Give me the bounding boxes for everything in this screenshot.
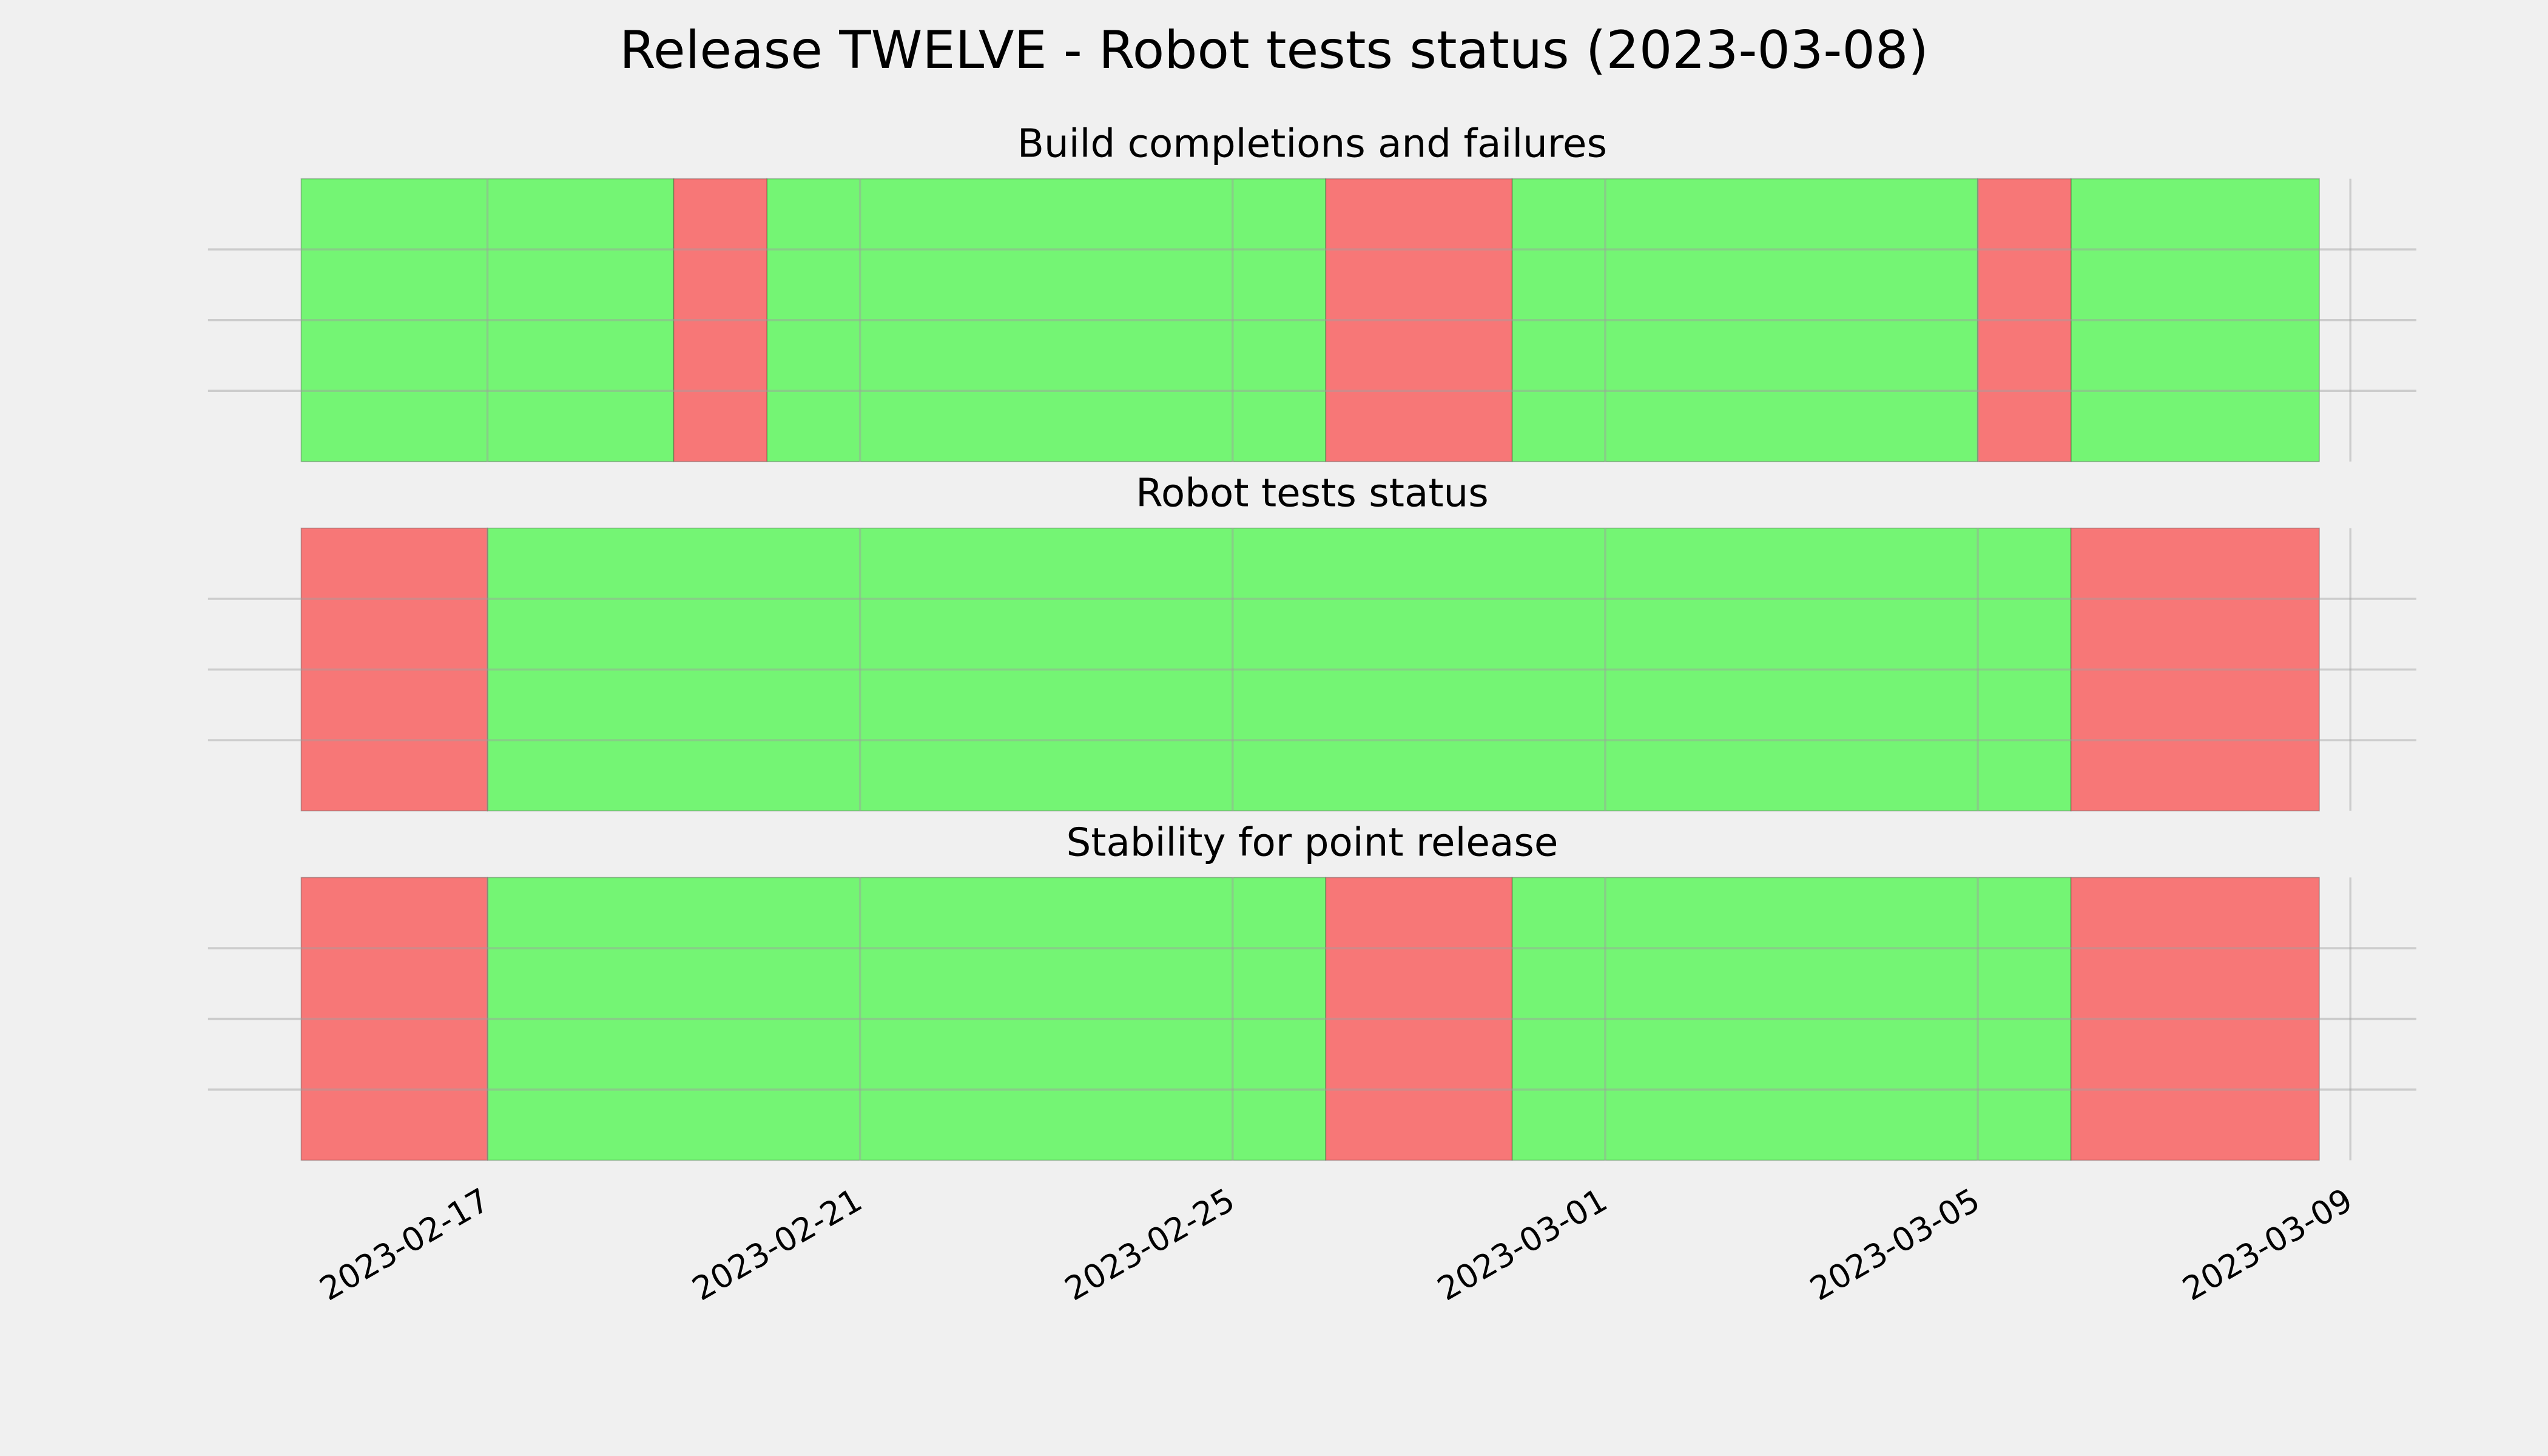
status-span — [1977, 178, 2072, 462]
chart-title: Release TWELVE - Robot tests status (202… — [619, 20, 1929, 81]
status-span — [2070, 877, 2320, 1161]
status-span — [1325, 178, 1513, 462]
panel-title: Stability for point release — [1067, 820, 1559, 865]
status-span — [300, 527, 488, 812]
status-span — [1511, 178, 1978, 462]
panel-title: Build completions and failures — [1017, 121, 1607, 167]
status-span — [673, 178, 767, 462]
status-span — [487, 527, 2072, 812]
status-span — [2070, 527, 2320, 812]
status-span — [487, 877, 1327, 1161]
status-span — [1511, 877, 2072, 1161]
status-span — [300, 178, 675, 462]
status-span — [300, 877, 488, 1161]
status-span — [1325, 877, 1513, 1161]
panel-title: Robot tests status — [1136, 471, 1489, 516]
status-span — [2070, 178, 2320, 462]
status-span — [766, 178, 1327, 462]
